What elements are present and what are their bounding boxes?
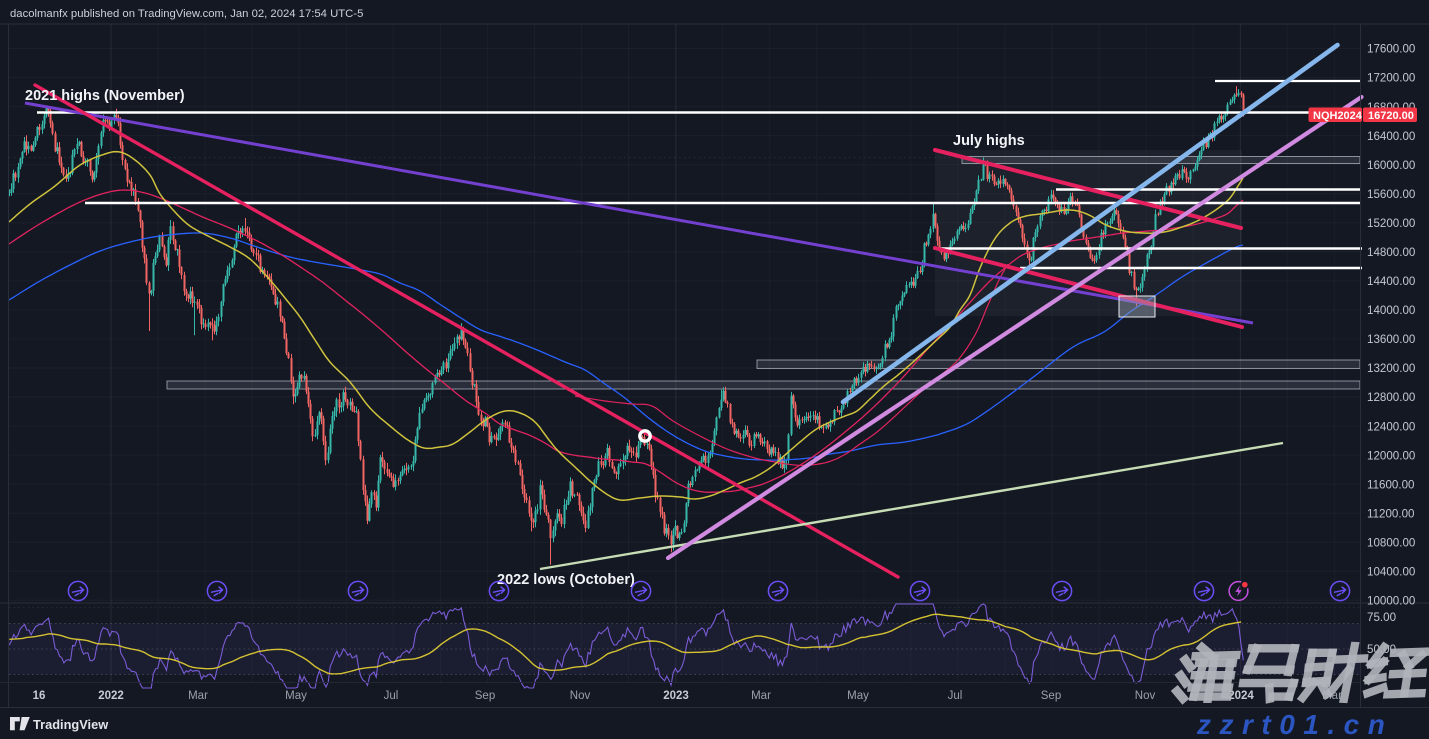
svg-text:13200.00: 13200.00 xyxy=(1367,362,1415,375)
svg-text:16400.00: 16400.00 xyxy=(1367,130,1415,143)
svg-text:16000.00: 16000.00 xyxy=(1367,159,1415,172)
svg-text:May: May xyxy=(847,690,869,702)
svg-text:Nov: Nov xyxy=(1135,690,1156,702)
svg-text:Sep: Sep xyxy=(1041,690,1061,702)
svg-text:Mar: Mar xyxy=(751,690,771,702)
svg-text:2023: 2023 xyxy=(663,690,689,702)
svg-text:10000.00: 10000.00 xyxy=(1367,595,1415,608)
svg-text:2024: 2024 xyxy=(1228,690,1254,702)
svg-text:NQH2024: NQH2024 xyxy=(1313,110,1363,122)
svg-text:11200.00: 11200.00 xyxy=(1367,507,1415,520)
svg-text:Jul: Jul xyxy=(948,690,963,702)
svg-text:10800.00: 10800.00 xyxy=(1367,536,1415,549)
svg-text:Nov: Nov xyxy=(570,690,591,702)
svg-text:13600.00: 13600.00 xyxy=(1367,333,1415,346)
svg-text:11600.00: 11600.00 xyxy=(1367,478,1415,491)
svg-text:16: 16 xyxy=(33,690,46,702)
svg-text:17200.00: 17200.00 xyxy=(1367,72,1415,85)
svg-text:12400.00: 12400.00 xyxy=(1367,420,1415,433)
svg-text:Jul: Jul xyxy=(384,690,399,702)
svg-text:July highs: July highs xyxy=(953,133,1025,149)
svg-text:14000.00: 14000.00 xyxy=(1367,304,1415,317)
svg-text:2022 lows (October): 2022 lows (October) xyxy=(497,572,635,588)
svg-text:2022: 2022 xyxy=(98,690,124,702)
svg-text:15200.00: 15200.00 xyxy=(1367,217,1415,230)
svg-text:16720.00: 16720.00 xyxy=(1368,110,1414,122)
svg-text:10400.00: 10400.00 xyxy=(1367,566,1415,579)
svg-text:14400.00: 14400.00 xyxy=(1367,275,1415,288)
svg-text:12000.00: 12000.00 xyxy=(1367,449,1415,462)
svg-text:Mar: Mar xyxy=(188,690,208,702)
svg-text:15600.00: 15600.00 xyxy=(1367,188,1415,201)
svg-text:dacolmanfx published on Tradin: dacolmanfx published on TradingView.com,… xyxy=(10,8,363,20)
svg-text:zzrt01.cn: zzrt01.cn xyxy=(1196,709,1393,739)
svg-text:14800.00: 14800.00 xyxy=(1367,246,1415,259)
svg-text:17600.00: 17600.00 xyxy=(1367,43,1415,56)
svg-text:May: May xyxy=(285,690,307,702)
svg-text:Sep: Sep xyxy=(475,690,495,702)
svg-text:2021 highs (November): 2021 highs (November) xyxy=(25,88,185,104)
svg-text:TradingView: TradingView xyxy=(33,717,108,732)
svg-text:75.00: 75.00 xyxy=(1367,611,1396,624)
svg-text:12800.00: 12800.00 xyxy=(1367,391,1415,404)
